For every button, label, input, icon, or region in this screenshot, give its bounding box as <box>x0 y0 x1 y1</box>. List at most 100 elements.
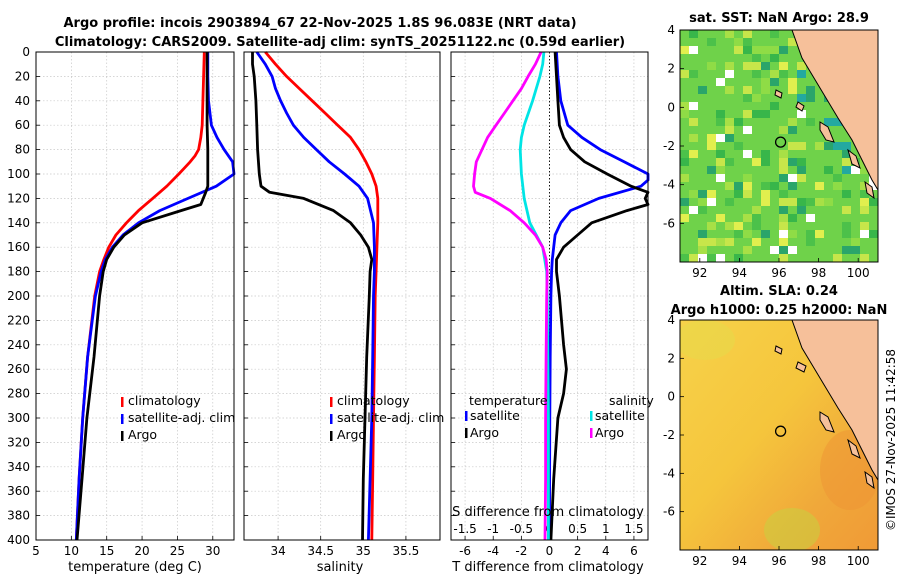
sst-cell <box>680 110 689 118</box>
map-x-tick-label: 92 <box>692 554 707 568</box>
sst-land-island <box>774 89 783 99</box>
copyright-text: ©IMOS 27-Nov-2025 11:42:58 <box>884 349 898 531</box>
sst-cell <box>806 198 815 206</box>
sst-cell <box>779 246 788 254</box>
sst-cell <box>689 190 698 198</box>
sla-map-title-line2: Argo h1000: 0.25 h2000: NaN <box>671 303 888 318</box>
legend-swatch-climatology <box>330 397 333 407</box>
sst-cell <box>725 62 734 70</box>
sst-cell <box>716 238 725 246</box>
sst-cell <box>770 102 779 110</box>
sst-cell <box>779 190 788 198</box>
sst-cell <box>743 38 752 46</box>
sst-cell <box>770 30 779 38</box>
salinity-panel: 34 34.5 35 35.5 <box>243 51 441 558</box>
sst-cell <box>743 86 752 94</box>
sst-cell <box>770 54 779 62</box>
sst-cell <box>680 198 689 206</box>
sst-cell <box>689 134 698 142</box>
sst-cell <box>734 118 743 126</box>
sla-land-island <box>774 345 783 355</box>
sst-cell <box>761 150 770 158</box>
sst-cell <box>797 238 806 246</box>
salinity-legend: climatology satellite-adj. clim Argo <box>330 393 444 442</box>
sst-cell <box>761 230 770 238</box>
legend-swatch-argo <box>330 431 333 441</box>
y-tick-label: 80 <box>15 143 30 157</box>
sst-cell <box>707 62 716 70</box>
difference-xlabel: T difference from climatology <box>451 560 644 575</box>
difference-panel: -6 -4 -2 0 2 4 6-1.5 -1 -0.5 0 0.5 1 1.5 <box>450 51 650 558</box>
sst-cell <box>860 166 869 174</box>
sst-cell <box>716 174 725 182</box>
sst-cell <box>788 158 797 166</box>
sst-cell <box>869 230 878 238</box>
sla-argo-marker <box>774 425 787 437</box>
sst-cell <box>788 230 797 238</box>
sla-low-patch <box>764 508 820 550</box>
sst-cell <box>743 126 752 134</box>
sst-cell <box>707 142 716 150</box>
sst-cell <box>770 222 779 230</box>
sst-cell <box>806 118 815 126</box>
legend-swatch-t-argo <box>465 428 468 438</box>
y-tick-label: 0 <box>22 45 30 59</box>
y-tick-label: 320 <box>7 435 30 449</box>
sst-cell <box>761 78 770 86</box>
sst-cell <box>689 102 698 110</box>
map-y-tick-label: -2 <box>663 428 675 442</box>
map-x-tick-label: 98 <box>811 266 826 280</box>
sst-cell <box>707 166 716 174</box>
x-tick-label: -2 <box>515 544 527 558</box>
sst-cell <box>761 62 770 70</box>
sst-cell <box>842 142 851 150</box>
map-x-tick-label: 92 <box>692 266 707 280</box>
sst-cell <box>779 214 788 222</box>
y-tick-label: 140 <box>7 216 30 230</box>
x-tick-label: 30 <box>205 544 220 558</box>
y-tick-label: 160 <box>7 240 30 254</box>
sst-cell <box>716 254 725 262</box>
sst-cell <box>725 222 734 230</box>
sst-cell <box>842 206 851 214</box>
sst-cell <box>797 62 806 70</box>
sst-cell <box>680 70 689 78</box>
sst-cell <box>806 214 815 222</box>
sst-cell <box>698 86 707 94</box>
legend-swatch-satellite <box>121 414 124 424</box>
sst-cell <box>725 134 734 142</box>
legend-label-t-satellite: satellite <box>470 408 520 423</box>
sst-cell <box>725 182 734 190</box>
sst-cell <box>824 142 833 150</box>
x-tick-label: -4 <box>487 544 499 558</box>
sst-cell <box>833 118 842 126</box>
sst-cell <box>734 38 743 46</box>
y-tick-label: 400 <box>7 533 30 547</box>
sst-cell <box>761 46 770 54</box>
sst-cell <box>761 198 770 206</box>
sst-cell <box>698 206 707 214</box>
sst-cell <box>680 254 689 262</box>
sst-cell <box>734 126 743 134</box>
s-tick-label: -1.5 <box>453 522 476 536</box>
sst-cell <box>752 62 761 70</box>
sst-map-ticks: 92 94 96 98 100 4 2 0 -2 -4 -6 <box>663 23 870 280</box>
sst-cell <box>761 174 770 182</box>
sst-cell <box>743 230 752 238</box>
sst-cell <box>806 174 815 182</box>
x-tick-label: 0 <box>546 544 554 558</box>
map-y-tick-label: 4 <box>667 23 675 37</box>
sst-cell <box>734 190 743 198</box>
legend-swatch-t-satellite <box>465 411 468 421</box>
legend-label-s-argo: Argo <box>595 425 624 440</box>
sst-cell <box>689 198 698 206</box>
s-tick-label: 1 <box>602 522 610 536</box>
sla-land-siberut <box>819 411 835 433</box>
difference-legend: temperature salinity satellite Argo sate… <box>465 393 654 440</box>
x-tick-label: 4 <box>602 544 610 558</box>
x-tick-label: 35 <box>356 544 371 558</box>
sst-cell <box>779 150 788 158</box>
x-tick-label: 25 <box>170 544 185 558</box>
series-line-argo <box>251 52 374 541</box>
